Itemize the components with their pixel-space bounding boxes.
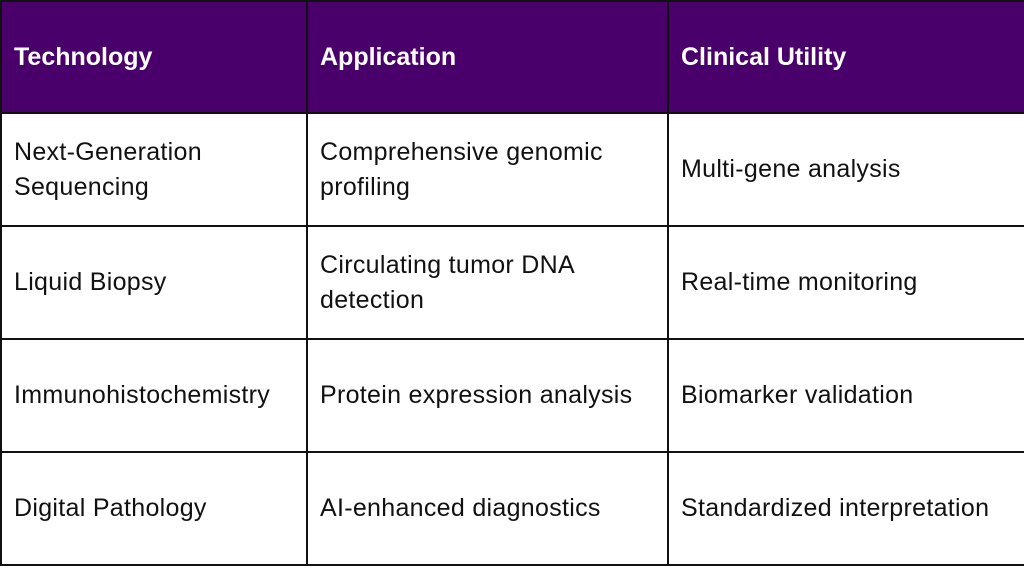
cell-application: Circulating tumor DNA detection	[306, 225, 669, 340]
header-clinical-utility: Clinical Utility	[667, 0, 1024, 114]
cell-clinical-utility: Standardized interpretation	[667, 451, 1024, 566]
cell-clinical-utility: Real-time monitoring	[667, 225, 1024, 340]
cell-technology: Digital Pathology	[0, 451, 308, 566]
cell-technology: Immunohistochemistry	[0, 338, 308, 453]
table-row: Liquid Biopsy Circulating tumor DNA dete…	[0, 225, 1024, 340]
table-row: Immunohistochemistry Protein expression …	[0, 338, 1024, 453]
cell-clinical-utility: Biomarker validation	[667, 338, 1024, 453]
cell-clinical-utility: Multi-gene analysis	[667, 112, 1024, 227]
table-header-row: Technology Application Clinical Utility	[0, 0, 1024, 114]
cell-application: AI-enhanced diagnostics	[306, 451, 669, 566]
cell-technology: Liquid Biopsy	[0, 225, 308, 340]
cell-application: Comprehensive genomic profiling	[306, 112, 669, 227]
header-technology: Technology	[0, 0, 308, 114]
table-row: Next-Generation Sequencing Comprehensive…	[0, 112, 1024, 227]
table-row: Digital Pathology AI-enhanced diagnostic…	[0, 451, 1024, 566]
cell-technology: Next-Generation Sequencing	[0, 112, 308, 227]
cell-application: Protein expression analysis	[306, 338, 669, 453]
header-application: Application	[306, 0, 669, 114]
